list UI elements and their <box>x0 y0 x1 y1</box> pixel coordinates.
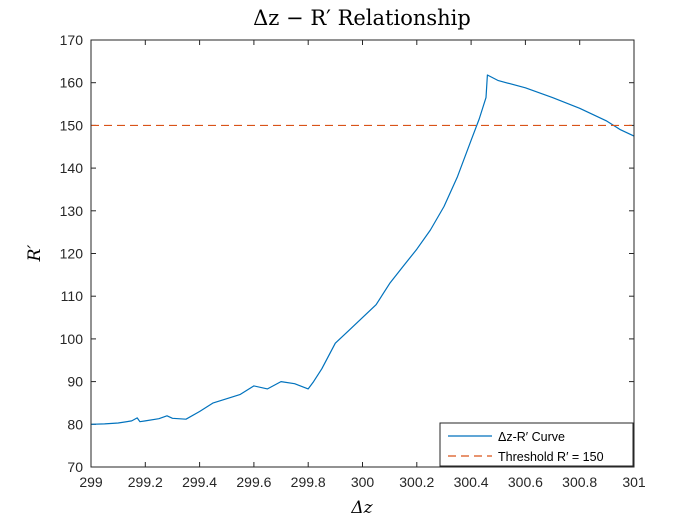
x-axis-label: Δz <box>350 498 373 518</box>
y-tick-label: 90 <box>67 374 83 390</box>
x-tick-label: 301 <box>622 474 646 490</box>
x-tick-label: 299.8 <box>291 474 326 490</box>
axes-background <box>91 40 634 467</box>
y-tick-label: 170 <box>60 32 84 48</box>
x-tick-label: 299.4 <box>182 474 217 490</box>
chart-title: Δz − R′ Relationship <box>253 6 471 30</box>
legend: Δz-R′ Curve Threshold R′ = 150 <box>439 422 634 467</box>
x-tick-label: 299 <box>79 474 103 490</box>
y-tick-label: 140 <box>60 160 84 176</box>
x-tick-label: 300.6 <box>508 474 543 490</box>
y-axis-label: R′ <box>25 245 45 263</box>
y-tick-label: 130 <box>60 203 84 219</box>
x-tick-label: 299.2 <box>128 474 163 490</box>
y-tick-label: 110 <box>61 288 84 304</box>
y-tick-label: 160 <box>60 75 84 91</box>
y-tick-label: 80 <box>67 416 83 432</box>
legend-box <box>439 422 634 467</box>
plot-area: 299 299.2 299.4 299.6 299.8 300 300.2 300.4 300.… <box>60 32 646 490</box>
axes-box <box>90 39 635 468</box>
x-tick-label: 300 <box>351 474 375 490</box>
legend-label-1: Δz-R′ Curve <box>498 430 565 444</box>
x-tick-label: 300.8 <box>562 474 597 490</box>
y-tick-label: 150 <box>60 117 84 133</box>
y-tick-label: 120 <box>60 246 84 262</box>
legend-label-2: Threshold R′ = 150 <box>498 450 604 464</box>
y-tick-label: 100 <box>60 331 84 347</box>
curve-series-line <box>90 74 635 425</box>
x-tick-label: 300.2 <box>399 474 434 490</box>
x-tick-label: 300.4 <box>454 474 489 490</box>
x-tick-label: 299.6 <box>236 474 271 490</box>
y-tick-label: 70 <box>67 459 83 475</box>
